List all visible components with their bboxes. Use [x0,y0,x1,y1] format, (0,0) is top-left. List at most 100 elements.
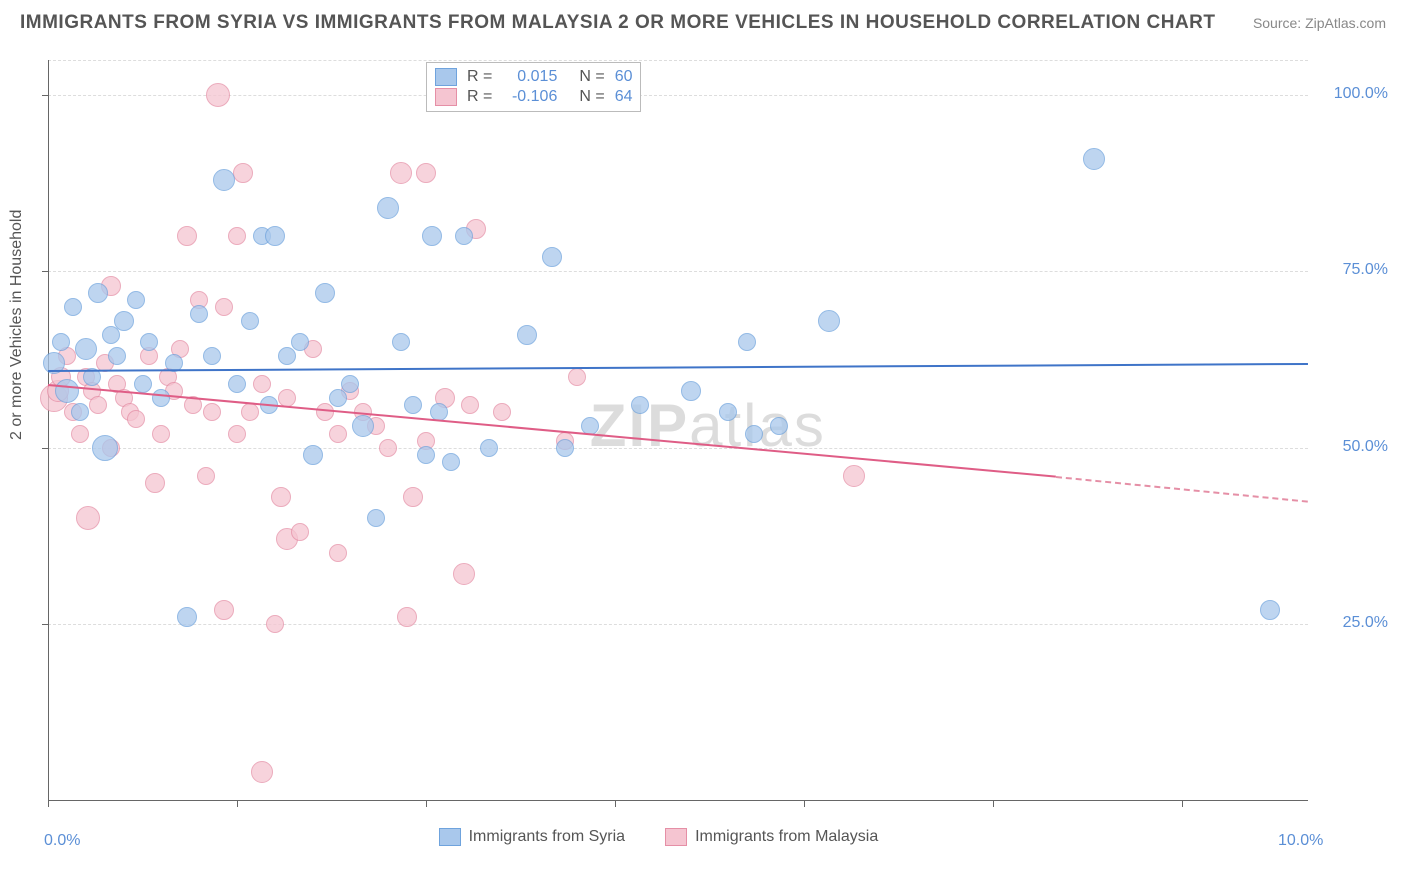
y-tick [42,95,48,96]
trend-line [48,384,1056,478]
n-value: 60 [615,68,633,86]
x-tick [237,800,238,807]
y-tick-label: 100.0% [1334,85,1388,103]
legend-label: Immigrants from Malaysia [695,828,878,846]
stats-row: R =0.015N =60 [435,67,632,87]
scatter-point [197,467,215,485]
x-tick [48,800,49,807]
scatter-point [177,607,197,627]
scatter-point [461,396,479,414]
scatter-point [404,396,422,414]
scatter-point [127,410,145,428]
scatter-point [493,403,511,421]
scatter-point [228,227,246,245]
scatter-point [55,379,79,403]
scatter-point [266,615,284,633]
scatter-point [291,333,309,351]
scatter-point [278,347,296,365]
scatter-point [352,415,374,437]
scatter-point [379,439,397,457]
scatter-point [76,506,100,530]
scatter-point [75,338,97,360]
x-tick [1182,800,1183,807]
scatter-point [127,291,145,309]
y-tick [42,271,48,272]
scatter-point [416,163,436,183]
r-label: R = [467,68,492,86]
trend-line [48,363,1308,372]
scatter-point [108,347,126,365]
scatter-point [367,509,385,527]
stats-box: R = 0.015 N = 60R =-0.106N =64 [426,62,641,112]
scatter-point [329,425,347,443]
scatter-point [140,333,158,351]
y-axis [48,60,49,800]
scatter-point [64,298,82,316]
x-tick [993,800,994,807]
source-label: Source: ZipAtlas.com [1253,15,1386,33]
scatter-point [251,761,273,783]
gridline [48,624,1308,625]
scatter-point [271,487,291,507]
scatter-point [745,425,763,443]
scatter-point [213,169,235,191]
gridline [48,448,1308,449]
scatter-point [422,226,442,246]
scatter-point [152,389,170,407]
scatter-point [303,445,323,465]
scatter-point [114,311,134,331]
scatter-point [203,403,221,421]
y-tick [42,448,48,449]
r-label: R = [467,88,492,106]
legend-item: Immigrants from Syria [439,828,625,846]
scatter-point [315,283,335,303]
scatter-point [453,563,475,585]
gridline [48,95,1308,96]
scatter-point [403,487,423,507]
scatter-point [818,310,840,332]
scatter-point [134,375,152,393]
stats-row: R =-0.106N =64 [435,87,632,107]
scatter-point [417,446,435,464]
scatter-point [253,375,271,393]
plot-area: 25.0%50.0%75.0%100.0%0.0%10.0%ZIPatlasR … [48,60,1388,830]
scatter-point [215,298,233,316]
scatter-point [568,368,586,386]
scatter-point [738,333,756,351]
r-value: 0.015 [502,68,557,86]
scatter-point [71,425,89,443]
n-label: N = [579,88,604,106]
scatter-point [442,453,460,471]
x-tick-label: 10.0% [1278,832,1323,850]
scatter-point [203,347,221,365]
y-axis-title: 2 or more Vehicles in Household [8,210,26,440]
y-tick-label: 25.0% [1343,614,1388,632]
scatter-point [316,403,334,421]
scatter-point [681,381,701,401]
scatter-point [145,473,165,493]
scatter-point [89,396,107,414]
scatter-point [480,439,498,457]
scatter-point [392,333,410,351]
scatter-point [390,162,412,184]
legend: Immigrants from Syria Immigrants from Mal… [439,828,879,846]
scatter-point [190,305,208,323]
scatter-point [88,283,108,303]
scatter-point [455,227,473,245]
legend-swatch [665,828,687,846]
legend-swatch [435,88,457,106]
scatter-point [206,83,230,107]
x-tick [615,800,616,807]
legend-item: Immigrants from Malaysia [665,828,878,846]
x-tick [426,800,427,807]
scatter-point [241,403,259,421]
scatter-point [265,226,285,246]
scatter-point [92,435,118,461]
y-tick-label: 50.0% [1343,438,1388,456]
scatter-point [241,312,259,330]
watermark: ZIPatlas [590,391,826,460]
chart-title: IMMIGRANTS FROM SYRIA VS IMMIGRANTS FROM… [20,12,1216,34]
x-tick [804,800,805,807]
y-tick-label: 75.0% [1343,261,1388,279]
scatter-point [556,439,574,457]
